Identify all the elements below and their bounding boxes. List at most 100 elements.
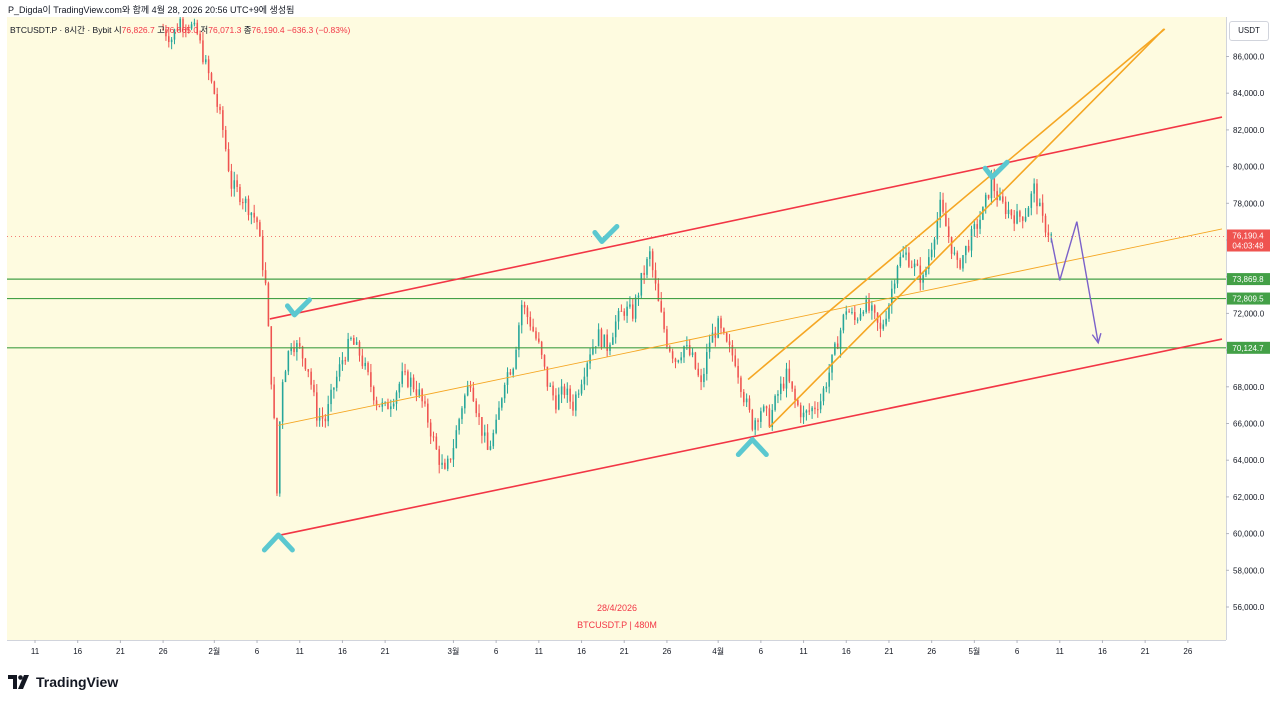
candle-body <box>617 310 620 322</box>
candle-body <box>780 383 782 394</box>
candle-body <box>990 176 993 199</box>
candle-body <box>355 341 358 345</box>
price-level-tag <box>1227 341 1270 354</box>
candle-body <box>936 219 939 240</box>
time-tick-label: 26 <box>927 647 936 656</box>
candle-body <box>592 346 594 355</box>
candle-body <box>612 337 614 345</box>
candle-body <box>168 36 170 43</box>
candle-body <box>743 391 745 403</box>
candle-body <box>1044 215 1047 233</box>
candle-body <box>740 377 742 392</box>
candle-body <box>982 206 984 220</box>
candle-body <box>327 404 329 422</box>
candle-body <box>594 346 597 348</box>
candle-body <box>367 362 369 373</box>
currency-selector[interactable]: USDT <box>1229 21 1269 41</box>
candle-body <box>797 400 799 406</box>
candle-body <box>902 254 904 257</box>
candle-body <box>942 199 944 212</box>
candle-body <box>202 40 204 63</box>
candle-body <box>762 406 765 412</box>
candle-body <box>495 419 497 433</box>
candle-body <box>583 376 586 385</box>
candle-body <box>777 393 779 396</box>
candle-body <box>930 249 933 258</box>
candle-body <box>538 338 540 342</box>
candle-body <box>535 331 537 339</box>
candle-body <box>856 319 859 321</box>
candle-body <box>224 129 227 150</box>
candle-body <box>962 255 964 269</box>
tradingview-brand[interactable]: TradingView <box>8 672 118 692</box>
time-tick-label: 16 <box>338 647 347 656</box>
candle-body <box>250 212 253 216</box>
candle-body <box>737 365 739 378</box>
price-tick-label: 80,000.0 <box>1233 163 1265 172</box>
candle-body <box>654 270 657 284</box>
candle-body <box>782 383 785 389</box>
pivot-high-marker <box>982 159 1010 180</box>
price-tick-label: 68,000.0 <box>1233 383 1265 392</box>
candle-body <box>207 59 210 74</box>
candle-body <box>862 312 865 314</box>
candle-body <box>364 362 366 367</box>
chart-plot-area[interactable] <box>7 17 1226 640</box>
candle-body <box>785 368 788 389</box>
candle-body <box>748 398 751 410</box>
candle-body <box>896 266 899 284</box>
time-axis[interactable] <box>7 640 1226 661</box>
candle-body <box>216 94 218 107</box>
candle-body <box>717 318 719 338</box>
candle-body <box>532 326 534 332</box>
candle-body <box>694 352 697 369</box>
price-level-tag <box>1227 273 1270 286</box>
ohlc-legend: BTCUSDT.P · 8시간 · Bybit 시76,826.7 고76,86… <box>10 24 350 36</box>
candle-body <box>771 409 774 427</box>
candle-body <box>597 329 600 347</box>
candle-body <box>560 386 563 395</box>
candle-body <box>967 245 970 251</box>
candle-body <box>913 263 916 268</box>
candle-body <box>509 372 512 375</box>
time-tick-label: 6 <box>1015 647 1020 656</box>
candle-body <box>799 405 802 418</box>
time-tick-label: 21 <box>1141 647 1150 656</box>
candle-body <box>375 400 378 406</box>
candle-body <box>219 106 221 111</box>
candle-body <box>179 18 181 31</box>
candle-body <box>205 59 207 63</box>
candle-body <box>939 199 941 220</box>
candle-body <box>700 375 702 383</box>
candle-body <box>333 387 335 390</box>
candle-body <box>173 29 176 40</box>
candle-body <box>1039 202 1041 207</box>
candle-body <box>1016 211 1018 224</box>
candle-body <box>811 407 813 412</box>
candle-body <box>412 377 415 390</box>
candle-body <box>190 24 193 29</box>
rising-channel-lower <box>768 28 1165 428</box>
candle-body <box>301 346 304 359</box>
candle-body <box>714 332 717 338</box>
legend-open-value: 76,826.7 <box>121 25 155 35</box>
candle-body <box>1024 216 1027 221</box>
candle-body <box>324 418 327 422</box>
candle-body <box>523 304 526 308</box>
candle-body <box>287 351 290 372</box>
legend-symbol[interactable]: BTCUSDT.P · 8시간 · Bybit <box>10 25 112 35</box>
candle-body <box>563 386 566 395</box>
candle-body <box>446 458 449 469</box>
candle-body <box>284 371 287 383</box>
brand-name: TradingView <box>36 674 119 690</box>
candle-body <box>956 252 959 260</box>
price-axis[interactable] <box>1226 17 1275 640</box>
time-tick-label: 16 <box>1098 647 1107 656</box>
forecast-path <box>1050 221 1099 343</box>
candle-body <box>854 312 856 321</box>
candle-body <box>316 392 318 421</box>
candle-body <box>458 419 460 431</box>
candle-body <box>486 432 489 450</box>
candle-body <box>916 263 919 266</box>
